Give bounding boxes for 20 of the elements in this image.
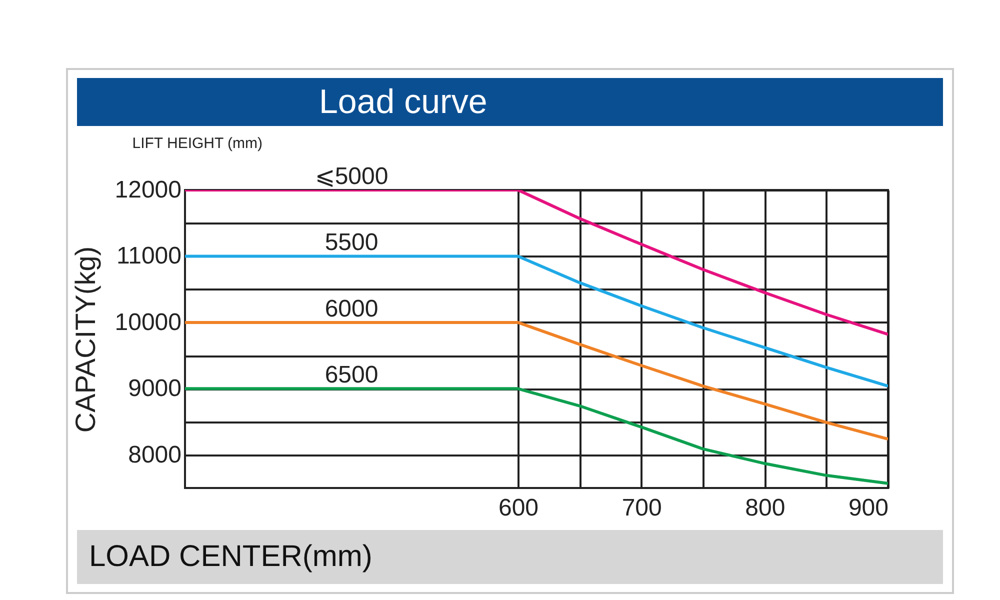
x-axis-title: LOAD CENTER(mm) <box>77 530 943 584</box>
x-tick-label: 600 <box>498 494 539 522</box>
y-axis-title: CAPACITY(kg) <box>70 246 101 433</box>
y-tick-label: 10000 <box>114 308 182 336</box>
series-label: 5500 <box>324 229 378 256</box>
y-tick-label: 12000 <box>114 176 182 204</box>
x-tick-label: 700 <box>622 494 662 522</box>
line-series <box>185 320 888 440</box>
series-label: ⩽5000 <box>314 163 388 190</box>
series-label: 6500 <box>324 362 378 389</box>
legend-title: LIFT HEIGHT (mm) <box>132 135 263 152</box>
x-tick-label: 900 <box>848 494 888 522</box>
y-tick-label: 11000 <box>116 242 182 270</box>
x-tick-label: 800 <box>745 494 786 522</box>
line-series <box>185 387 888 485</box>
y-tick-label: 9000 <box>128 375 182 402</box>
y-tick-label: 8000 <box>128 441 182 468</box>
chart-title: Load curve <box>77 78 943 126</box>
line-series <box>185 254 888 388</box>
series-label: 6000 <box>324 295 378 322</box>
